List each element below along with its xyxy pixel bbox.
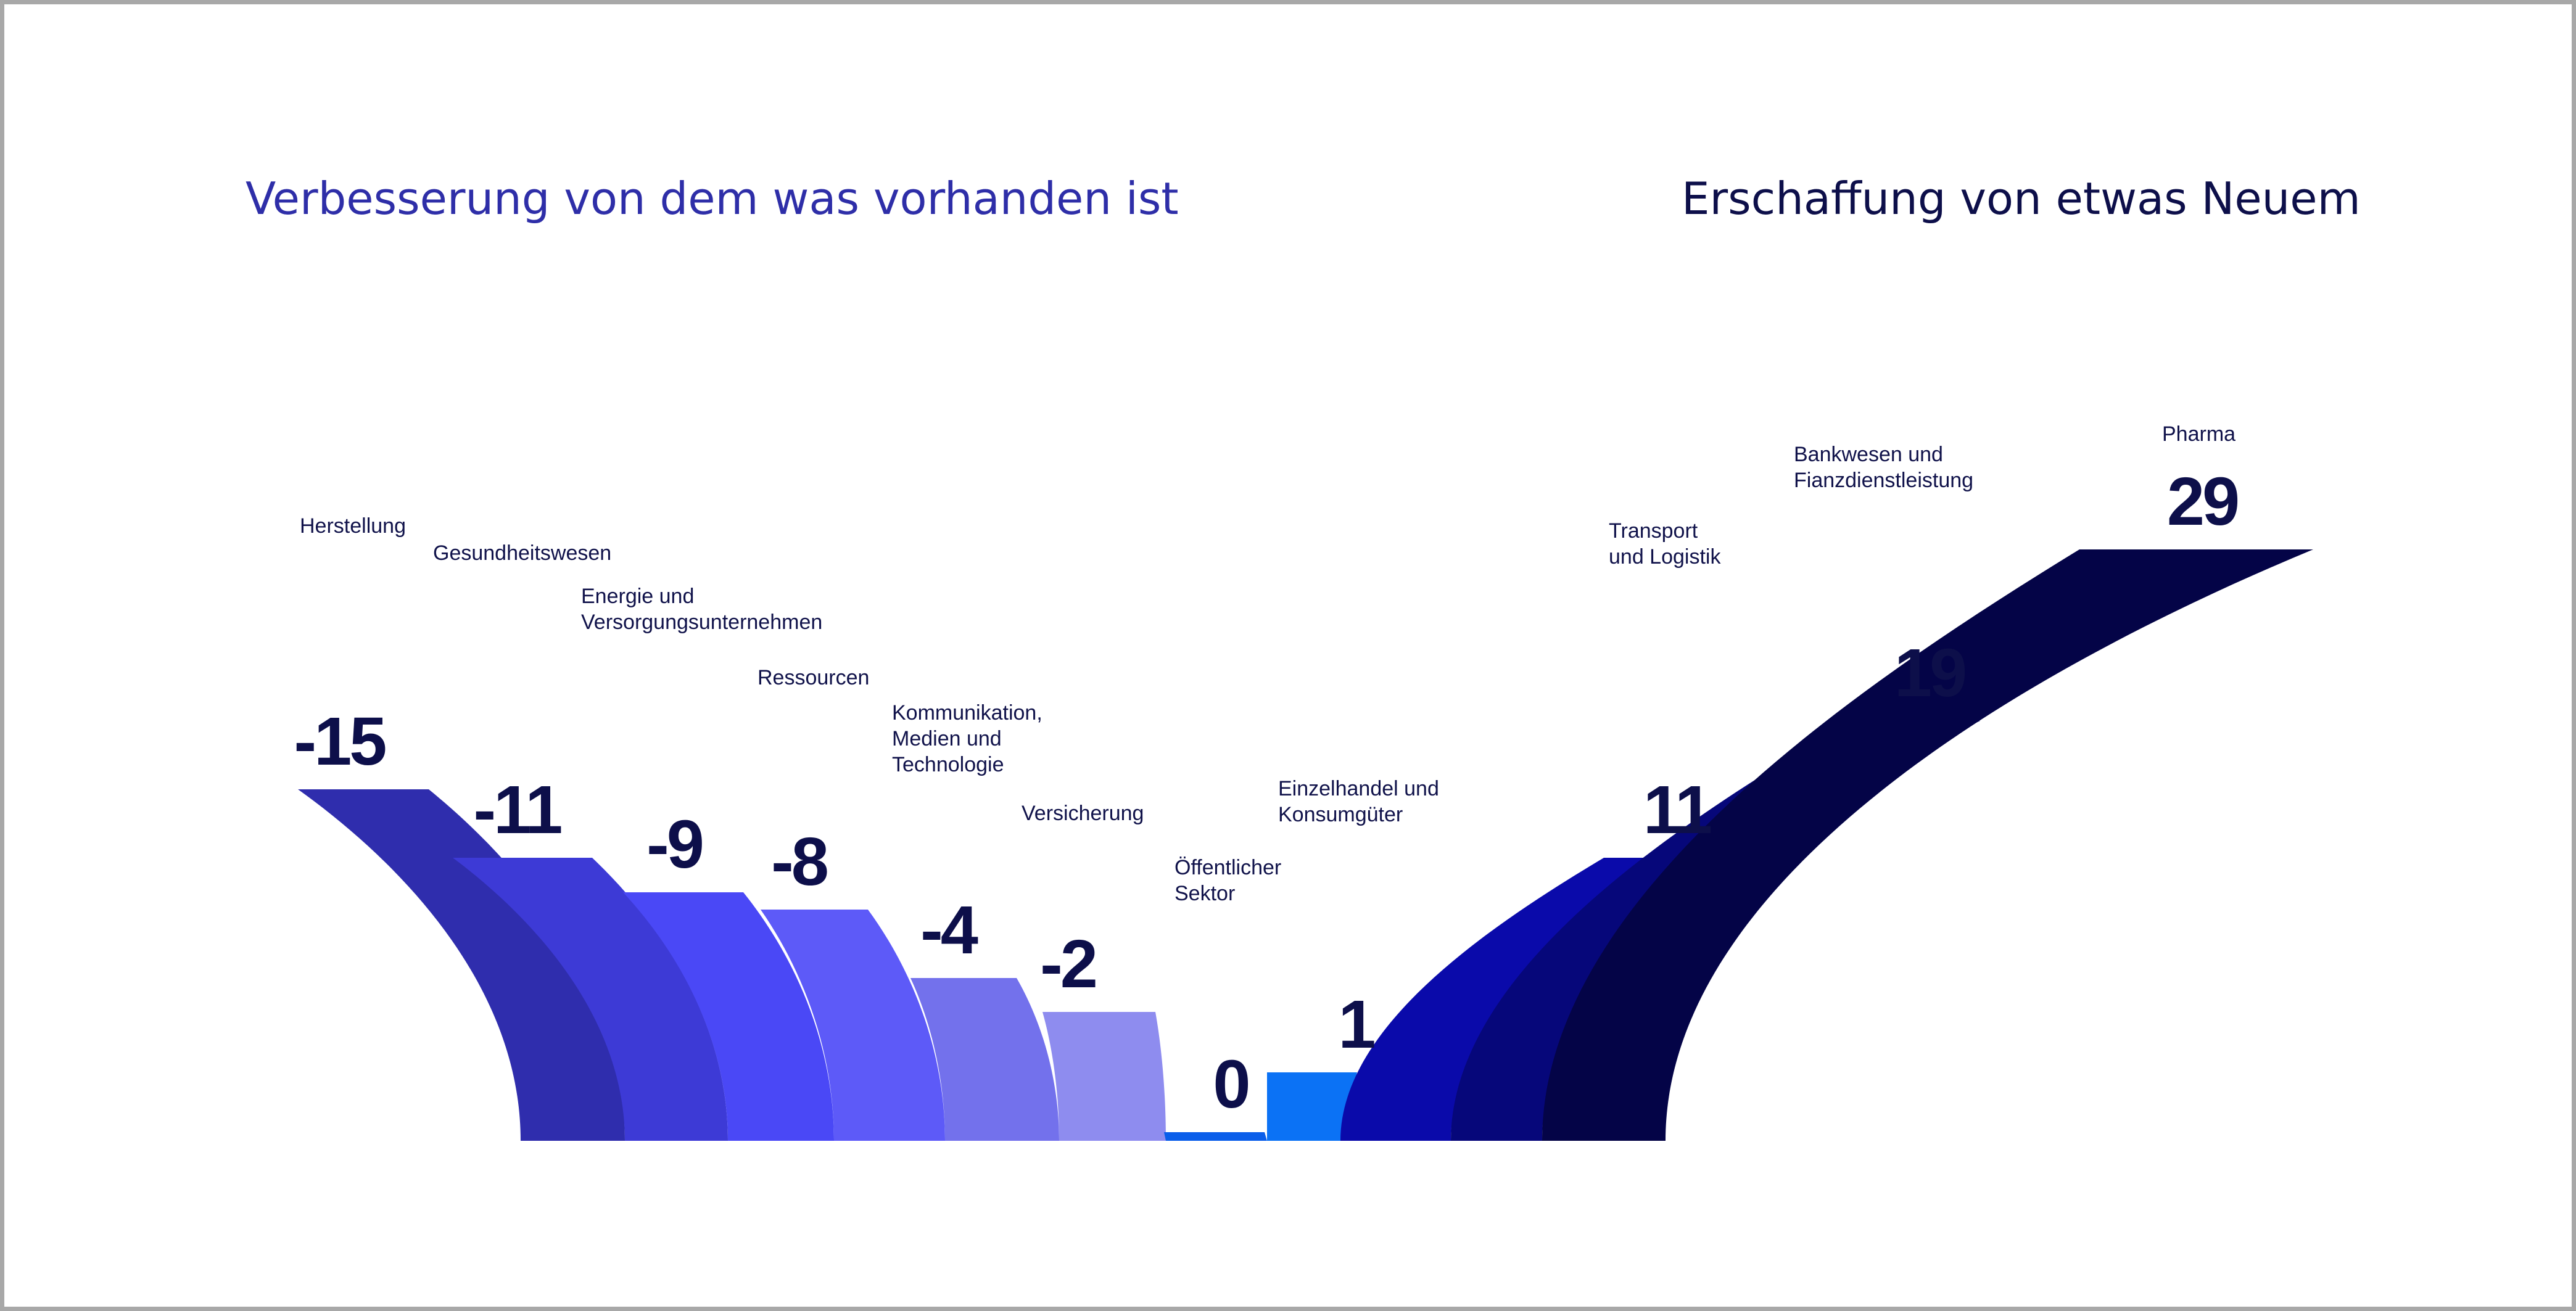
category-label: Öffentlicher Sektor (1174, 856, 1281, 905)
category-label-line: Ressourcen (758, 666, 869, 689)
value-label: 11 (1643, 772, 1711, 848)
category-label-line: Kommunikation, (892, 701, 1042, 725)
value-label: -2 (1040, 926, 1096, 1002)
bar (1340, 858, 1735, 1141)
bar (298, 789, 625, 1141)
heading-creation: Erschaffung von etwas Neuem (1682, 173, 2361, 224)
value-label: -8 (771, 824, 827, 900)
category-label: Energie und Versorgungsunternehmen (581, 585, 822, 634)
category-label-line: Versicherung (1022, 802, 1144, 825)
value-label: 0 (1213, 1046, 1248, 1122)
labels: -15 Herstellung -11 Gesundheitswesen -9 Energ… (294, 422, 2240, 1122)
category-label-line: Öffentlicher (1174, 856, 1281, 879)
category-label-line: Medien und (892, 727, 1002, 750)
category-label-line: Fianzdienstleistung (1794, 469, 1973, 492)
category-label-line: Konsumgüter (1278, 803, 1403, 826)
category-label-line: Einzelhandel und (1278, 777, 1439, 800)
bar (1542, 549, 2313, 1141)
category-label-line: Versorgungsunternehmen (581, 610, 822, 634)
category-label: Transport und Logistik (1609, 519, 1721, 569)
bar (1164, 1132, 1267, 1141)
category-label-line: Transport (1609, 519, 1698, 543)
bar (1451, 721, 1980, 1141)
category-label: Kommunikation, Medien und Technologie (892, 701, 1042, 776)
value-label: -11 (474, 772, 562, 848)
category-label: Versicherung (1022, 802, 1144, 825)
category-label-line: und Logistik (1609, 545, 1721, 569)
bar (453, 858, 728, 1141)
category-label-line: Herstellung (300, 514, 406, 538)
heading-improvement: Verbesserung von dem was vorhanden ist (246, 173, 1179, 224)
category-label-line: Technologie (892, 753, 1004, 776)
value-label: -15 (294, 704, 386, 779)
value-label: -9 (646, 807, 703, 882)
value-label: 29 (2167, 464, 2238, 540)
value-label: -4 (920, 892, 978, 968)
category-label-line: Sektor (1174, 882, 1235, 905)
category-label-line: Pharma (2162, 422, 2235, 446)
category-label: Pharma (2162, 422, 2235, 446)
bar (623, 892, 834, 1141)
category-label-line: Bankwesen und (1794, 443, 1943, 466)
bars (298, 549, 2313, 1141)
category-label: Bankwesen und Fianzdienstleistung (1794, 443, 1973, 492)
value-label: 1 (1338, 987, 1374, 1062)
bar (761, 910, 945, 1141)
category-label: Einzelhandel und Konsumgüter (1278, 777, 1439, 826)
bar (1042, 1012, 1166, 1141)
category-label-line: Gesundheitswesen (433, 541, 611, 565)
category-label: Gesundheitswesen (433, 541, 611, 565)
category-label-line: Energie und (581, 585, 694, 608)
value-label: 19 (1894, 635, 1965, 711)
category-label: Herstellung (300, 514, 406, 538)
bar (1267, 1072, 1357, 1141)
category-label: Ressourcen (758, 666, 869, 689)
bar (910, 978, 1059, 1141)
